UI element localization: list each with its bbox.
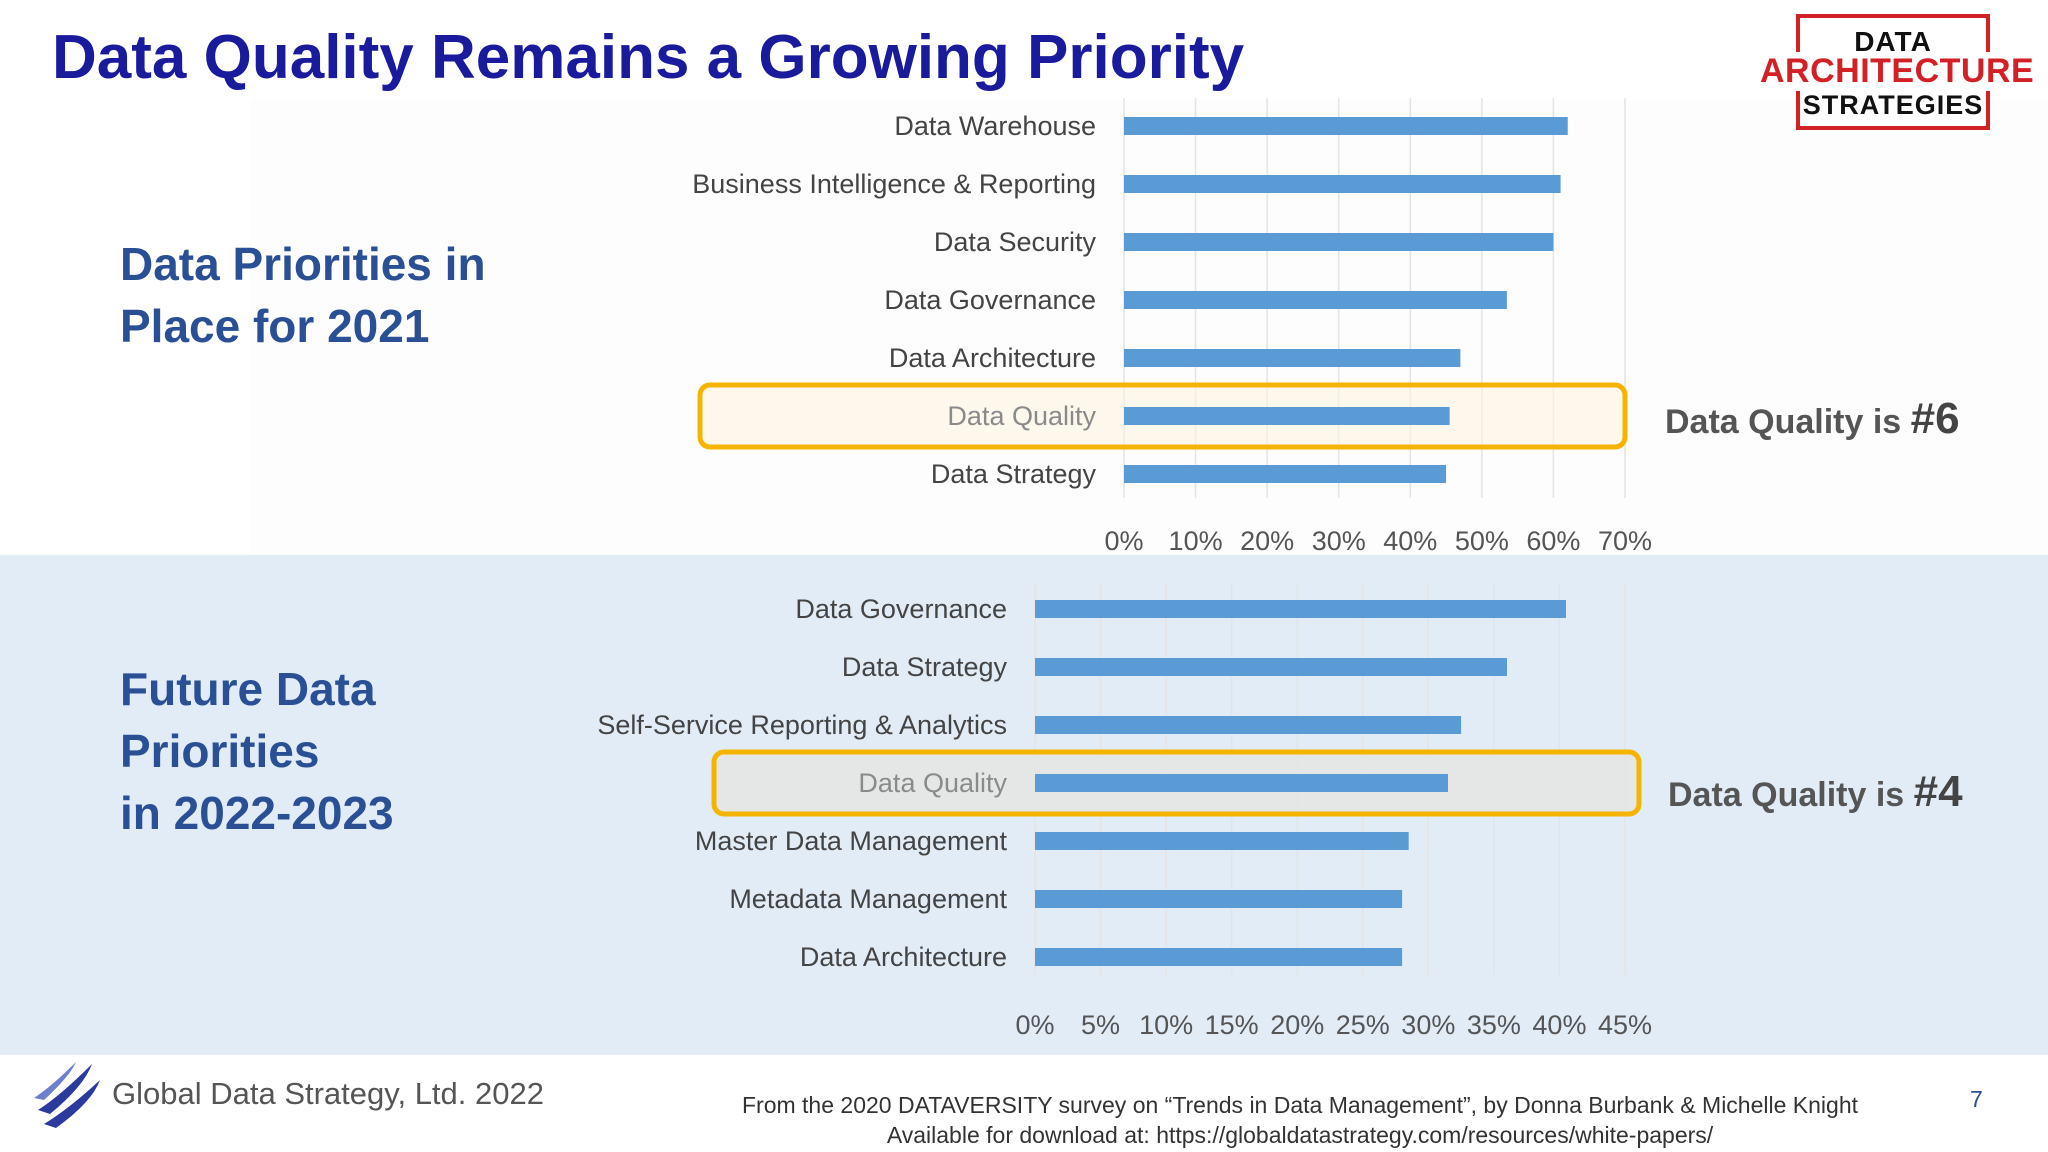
x-tick-label: 60% xyxy=(1526,526,1580,556)
section1-heading-line1: Data Priorities in xyxy=(120,238,486,290)
chart-2021-priorities: 0% 10% 20% 30% 40% 50% 60% 70% Data Warehouse Bus… xyxy=(692,98,1652,556)
x-tick-label: 10% xyxy=(1169,526,1223,556)
section2-heading: Future Data Priorities in 2022-2023 xyxy=(120,658,394,844)
category-label: Data Quality xyxy=(947,401,1096,431)
x-tick-label: 45% xyxy=(1598,1010,1652,1040)
callout-2022-rank: #4 xyxy=(1913,767,1963,816)
bar xyxy=(1124,349,1461,367)
bar xyxy=(1124,175,1561,193)
bar xyxy=(1035,774,1448,792)
page-number: 7 xyxy=(1970,1086,1983,1112)
callout-2021-text: Data Quality is xyxy=(1665,403,1911,441)
logo-text-data: DATA xyxy=(1854,26,1932,57)
bar xyxy=(1124,117,1568,135)
company-logo-icon xyxy=(34,1062,100,1128)
category-label: Metadata Management xyxy=(729,884,1007,914)
x-tick-label: 10% xyxy=(1139,1010,1193,1040)
chart-2022-2023-priorities: 0% 5% 10% 15% 20% 25% 30% 35% 40% 45% Data Governa… xyxy=(597,583,1652,1040)
footer-source-line1: From the 2020 DATAVERSITY survey on “Tre… xyxy=(741,1092,1859,1118)
x-tick-label: 0% xyxy=(1015,1010,1054,1040)
bar xyxy=(1035,658,1507,676)
category-label: Data Security xyxy=(934,227,1097,257)
section2-heading-line1: Future Data xyxy=(120,663,376,715)
x-tick-label: 40% xyxy=(1532,1010,1586,1040)
callout-rank-2021: Data Quality is #6 xyxy=(1665,394,1960,444)
bar xyxy=(1035,600,1566,618)
x-tick-label: 30% xyxy=(1312,526,1366,556)
x-tick-label: 40% xyxy=(1383,526,1437,556)
bar xyxy=(1035,948,1403,966)
x-tick-label: 5% xyxy=(1081,1010,1120,1040)
x-tick-label: 20% xyxy=(1240,526,1294,556)
section2-heading-line3: in 2022-2023 xyxy=(120,787,394,839)
category-label: Data Governance xyxy=(795,594,1007,624)
bar xyxy=(1124,407,1450,425)
section2-heading-line2: Priorities xyxy=(120,725,320,777)
x-tick-label: 50% xyxy=(1455,526,1509,556)
footer-company-name: Global Data Strategy, Ltd. 2022 xyxy=(112,1076,544,1111)
x-tick-label: 0% xyxy=(1104,526,1143,556)
category-label: Data Governance xyxy=(884,285,1096,315)
category-label: Data Quality xyxy=(858,768,1007,798)
category-label: Data Warehouse xyxy=(894,111,1096,141)
x-tick-label: 25% xyxy=(1336,1010,1390,1040)
category-label: Data Architecture xyxy=(800,942,1007,972)
x-tick-label: 70% xyxy=(1598,526,1652,556)
footer-source-line2: Available for download at: https://globa… xyxy=(886,1122,1714,1148)
section1-heading-line2: Place for 2021 xyxy=(120,300,430,352)
callout-2021-rank: #6 xyxy=(1910,394,1960,443)
x-tick-label: 20% xyxy=(1270,1010,1324,1040)
bar xyxy=(1035,716,1462,734)
category-label: Data Strategy xyxy=(842,652,1008,682)
category-label: Self-Service Reporting & Analytics xyxy=(597,710,1007,740)
callout-2022-text: Data Quality is xyxy=(1668,776,1914,814)
slide-title: Data Quality Remains a Growing Priority xyxy=(52,23,1245,92)
bar xyxy=(1124,465,1447,483)
bar xyxy=(1124,233,1554,251)
section1-heading: Data Priorities in Place for 2021 xyxy=(120,233,486,357)
category-label: Data Strategy xyxy=(931,459,1097,489)
x-tick-label: 30% xyxy=(1401,1010,1455,1040)
bar xyxy=(1035,832,1409,850)
logo-text-architecture: ARCHITECTURE xyxy=(1760,52,2035,91)
category-label: Business Intelligence & Reporting xyxy=(692,169,1096,199)
category-label: Data Architecture xyxy=(889,343,1096,373)
footer-source: From the 2020 DATAVERSITY survey on “Tre… xyxy=(690,1090,1910,1150)
x-tick-label: 35% xyxy=(1467,1010,1521,1040)
x-tick-label: 15% xyxy=(1205,1010,1259,1040)
bar xyxy=(1124,291,1507,309)
logo-text-strategies: STRATEGIES xyxy=(1802,90,1984,120)
category-label: Master Data Management xyxy=(695,826,1008,856)
callout-rank-2022: Data Quality is #4 xyxy=(1668,767,1963,817)
bar xyxy=(1035,890,1403,908)
